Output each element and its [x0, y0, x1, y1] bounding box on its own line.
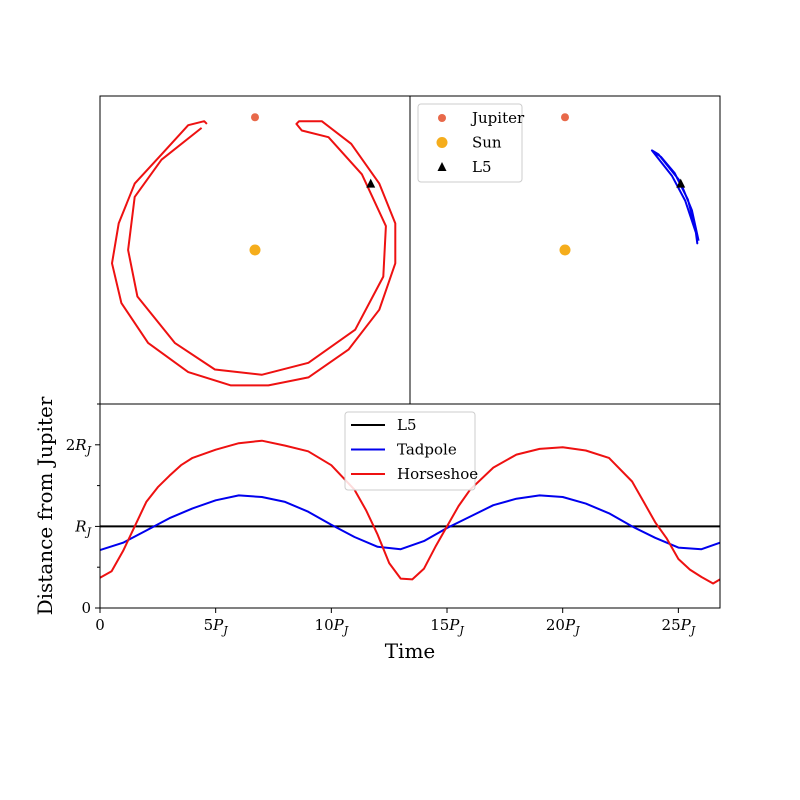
y-ticks: 0 RJ 2RJ	[66, 403, 100, 617]
tadpole-orbit-points	[559, 113, 686, 256]
sun-marker	[559, 244, 571, 256]
jupiter-marker	[251, 113, 259, 122]
legend-sun-swatch	[436, 137, 448, 148]
tadpole-orbit-panel: Jupiter Sun L5	[409, 95, 721, 405]
legend-jupiter-label: Jupiter	[470, 109, 525, 127]
legend-horseshoe-label: Horseshoe	[397, 465, 478, 483]
distance-frame	[99, 403, 721, 609]
legend-jupiter-swatch	[438, 114, 446, 122]
y-tick-label: 2RJ	[66, 436, 92, 457]
x-tick-label: 10PJ	[315, 616, 349, 637]
tadpole-orbit-series	[650, 149, 700, 245]
tadpole-orbit-path	[650, 149, 700, 245]
l5-marker	[676, 178, 686, 188]
y-tick-label: 0	[81, 599, 91, 617]
distance-vs-time-panel: 0 5PJ 10PJ 15PJ 20PJ 25PJ 0 RJ 2RJ Time Distanc…	[33, 396, 721, 663]
legend-sun-label: Sun	[472, 134, 502, 152]
x-ticks: 0 5PJ 10PJ 15PJ 20PJ 25PJ	[95, 608, 696, 637]
x-tick-label: 15PJ	[430, 616, 464, 637]
legend-l5-label: L5	[472, 158, 492, 176]
x-axis-label: Time	[385, 639, 436, 663]
distance-series	[99, 439, 721, 585]
legend-l5-swatch	[437, 162, 447, 171]
distance-legend: L5 Tadpole Horseshoe	[344, 411, 478, 491]
x-tick-label: 0	[95, 616, 105, 634]
legend-tadpole-label: Tadpole	[397, 441, 457, 459]
tadpole-distance-line	[99, 494, 721, 552]
horseshoe-orbit-series	[111, 120, 397, 387]
horseshoe-orbit-points	[249, 113, 376, 256]
orbit-legend-box	[417, 103, 523, 183]
horseshoe-orbit-path	[111, 120, 397, 387]
y-tick-label: RJ	[74, 517, 91, 538]
x-tick-label: 5PJ	[204, 616, 229, 637]
l5-marker	[366, 178, 376, 188]
legend-l5-label: L5	[397, 416, 417, 434]
y-axis-label: Distance from Jupiter	[33, 396, 57, 615]
distance-legend-box	[344, 411, 476, 491]
orbit-legend: Jupiter Sun L5	[417, 103, 525, 183]
sun-marker	[249, 244, 261, 256]
horseshoe-distance-line	[99, 439, 721, 585]
x-tick-label: 25PJ	[662, 616, 696, 637]
jupiter-marker	[561, 113, 569, 122]
x-tick-label: 20PJ	[546, 616, 580, 637]
